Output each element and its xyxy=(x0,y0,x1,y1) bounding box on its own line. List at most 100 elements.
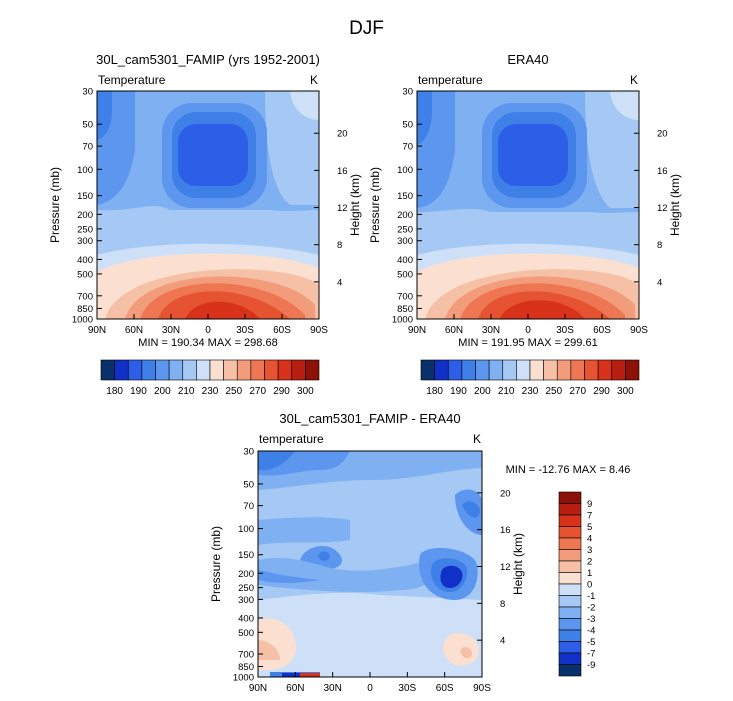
colorbar-swatch xyxy=(558,595,582,608)
y-tick-label: 850 xyxy=(77,304,93,315)
colorbar-label: 230 xyxy=(202,386,219,397)
colorbar-swatch xyxy=(558,641,582,654)
colorbar-swatch xyxy=(558,549,582,562)
height-axis-label: Height (km) xyxy=(668,174,682,236)
colorbar-swatch xyxy=(305,359,320,381)
colorbar-label: 250 xyxy=(226,386,243,397)
colorbar-label: 2 xyxy=(587,557,592,568)
x-tick-label: 30S xyxy=(556,325,574,336)
colorbar-swatch xyxy=(558,491,582,504)
colorbar-label: 300 xyxy=(617,386,634,397)
panel-era40-contours xyxy=(417,91,639,319)
x-tick-label: 30N xyxy=(482,325,500,336)
height-tick-label: 12 xyxy=(337,203,348,214)
height-tick-label: 8 xyxy=(337,240,342,251)
y-tick-label: 700 xyxy=(77,291,93,302)
colorbar-swatch xyxy=(558,514,582,527)
panel-era40-axes: 90N 60N 30N 0 30S 60S 90S 30 50 70 100 150 200 250300… xyxy=(368,87,682,337)
height-tick-label: 8 xyxy=(500,599,505,610)
colorbar-label: 180 xyxy=(106,386,123,397)
colorbar-label: 200 xyxy=(474,386,491,397)
y-tick-label: 150 xyxy=(77,191,93,202)
colorbar-label: 190 xyxy=(450,386,467,397)
panel-era40-left-label: temperature xyxy=(418,73,483,87)
height-tick-label: 8 xyxy=(657,240,662,251)
panel-difference-units: K xyxy=(473,432,481,446)
x-tick-label: 30N xyxy=(162,325,180,336)
y-tick-label: 250 xyxy=(397,224,413,235)
y-tick-label: 30 xyxy=(243,447,254,458)
y-tick-label: 100 xyxy=(238,524,254,535)
y-tick-label: 500 xyxy=(397,269,413,280)
colorbar-label: -4 xyxy=(587,626,595,637)
panel-difference-stats: MIN = -12.76 MAX = 8.46 xyxy=(506,464,631,476)
x-tick-label: 90S xyxy=(473,683,491,694)
height-tick-label: 16 xyxy=(657,166,668,177)
panel-difference-left-label: temperature xyxy=(259,432,324,446)
x-tick-label: 60N xyxy=(445,325,463,336)
height-tick-label: 16 xyxy=(500,525,511,536)
y-tick-label: 400 xyxy=(238,613,254,624)
x-tick-label: 60N xyxy=(125,325,143,336)
page-title: DJF xyxy=(349,18,384,39)
y-tick-label: 1000 xyxy=(392,315,413,326)
panel-model-axes: 90N 60N 30N 0 30S 60S 90S 30 50 70 100 150 200 250300… xyxy=(48,87,362,337)
colorbar-swatch xyxy=(558,652,582,665)
panel-model-units: K xyxy=(310,73,318,87)
y-tick-label: 200 xyxy=(397,210,413,221)
x-tick-label: 90N xyxy=(408,325,426,336)
y-tick-label: 850 xyxy=(397,304,413,315)
colorbar-swatch xyxy=(558,606,582,619)
colorbar-swatch xyxy=(625,359,640,381)
x-tick-label: 0 xyxy=(367,683,373,694)
colorbar-swatch xyxy=(558,560,582,573)
colorbar-label: 270 xyxy=(249,386,266,397)
panel-model-svg: 30L_cam5301_FAMIP (yrs 1952-2001) Temper… xyxy=(48,52,362,397)
x-tick-label: 90N xyxy=(249,683,267,694)
y-tick-label: 1000 xyxy=(233,673,254,684)
height-tick-label: 20 xyxy=(657,129,668,140)
x-tick-label: 30N xyxy=(323,683,341,694)
colorbar-swatch xyxy=(558,503,582,516)
colorbar-label: 250 xyxy=(546,386,563,397)
y-axis-label: Pressure (mb) xyxy=(209,526,223,602)
y-tick-label: 250 xyxy=(238,583,254,594)
panel-era40-svg: ERA40 temperature K 90N 60N 30N 0 30S 60S 90S 3… xyxy=(368,52,682,397)
x-tick-label: 60N xyxy=(286,683,304,694)
colorbar-swatch xyxy=(558,572,582,585)
colorbar-label: 7 xyxy=(587,511,592,522)
colorbar-label: 1 xyxy=(587,568,592,579)
colorbar-label: 290 xyxy=(593,386,610,397)
height-tick-label: 4 xyxy=(500,636,505,647)
y-tick-label: 300 xyxy=(238,595,254,606)
height-tick-label: 4 xyxy=(337,277,342,288)
y-tick-label: 70 xyxy=(402,142,413,153)
y-tick-label: 200 xyxy=(77,210,93,221)
height-tick-label: 20 xyxy=(337,129,348,140)
panel-difference-contours xyxy=(258,451,482,677)
colorbar-swatch xyxy=(558,664,582,677)
colorbar-label: 190 xyxy=(130,386,147,397)
x-tick-label: 30S xyxy=(236,325,254,336)
panel-era40-title: ERA40 xyxy=(507,52,548,67)
y-tick-label: 850 xyxy=(238,662,254,673)
y-tick-label: 700 xyxy=(397,291,413,302)
colorbar-label: 4 xyxy=(587,534,592,545)
height-axis-label: Height (km) xyxy=(348,174,362,236)
colorbar-label: 290 xyxy=(273,386,290,397)
colorbar-label: -1 xyxy=(587,591,595,602)
y-tick-label: 500 xyxy=(238,628,254,639)
colorbar-swatch xyxy=(558,629,582,642)
colorbar-swatch xyxy=(558,618,582,631)
height-tick-label: 12 xyxy=(500,562,511,573)
y-tick-label: 400 xyxy=(397,255,413,266)
y-tick-label: 500 xyxy=(77,269,93,280)
y-tick-label: 30 xyxy=(82,87,93,98)
y-tick-label: 150 xyxy=(238,550,254,561)
y-axis-label: Pressure (mb) xyxy=(368,167,382,243)
y-tick-label: 50 xyxy=(82,120,93,131)
height-tick-label: 12 xyxy=(657,203,668,214)
colorbar-label: 200 xyxy=(154,386,171,397)
